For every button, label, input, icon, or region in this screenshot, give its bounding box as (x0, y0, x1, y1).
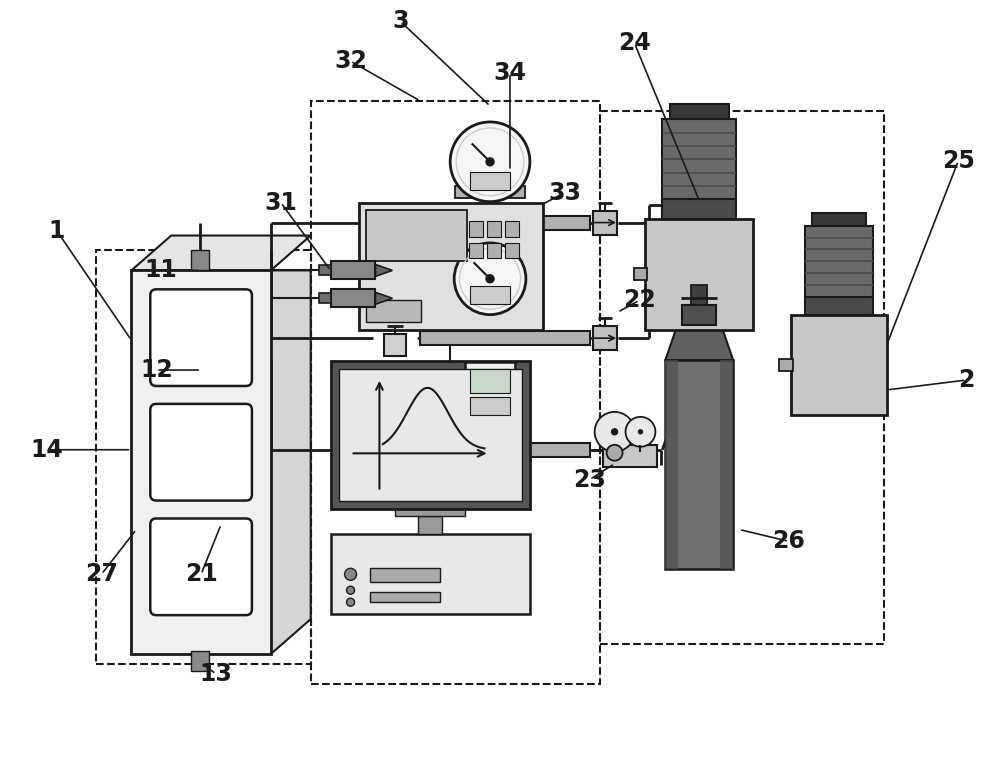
Text: 21: 21 (185, 562, 217, 586)
Bar (384, 220, 406, 242)
FancyBboxPatch shape (150, 518, 252, 615)
Bar (191, 251, 209, 271)
Bar (487, 242, 501, 258)
Bar (662, 119, 736, 198)
Bar (470, 286, 510, 304)
Text: 24: 24 (618, 31, 651, 55)
Bar (331, 261, 375, 280)
Text: 34: 34 (494, 61, 526, 85)
FancyBboxPatch shape (150, 290, 252, 386)
Bar (384, 334, 406, 356)
Text: 27: 27 (85, 562, 118, 586)
Bar (319, 293, 331, 303)
Circle shape (486, 275, 494, 283)
Bar (366, 300, 421, 322)
Bar (505, 220, 519, 236)
Bar (359, 203, 543, 330)
Text: 25: 25 (942, 149, 975, 173)
Circle shape (638, 430, 642, 434)
Text: 26: 26 (773, 530, 805, 553)
Bar (331, 534, 530, 614)
Bar (191, 651, 209, 671)
Bar (593, 211, 617, 235)
Bar (691, 285, 707, 306)
Text: 2: 2 (958, 368, 974, 392)
Bar (311, 101, 600, 684)
Bar (420, 443, 590, 457)
Bar (96, 251, 311, 664)
Circle shape (347, 586, 355, 594)
Bar (600, 111, 884, 644)
Bar (682, 306, 716, 325)
Bar (455, 420, 525, 428)
Bar (319, 265, 331, 275)
Bar (331, 290, 375, 307)
Bar (384, 447, 406, 469)
Bar (455, 185, 525, 198)
Bar (662, 198, 736, 219)
Bar (370, 568, 440, 582)
Text: 1: 1 (48, 219, 65, 242)
Text: 3: 3 (392, 9, 409, 33)
Polygon shape (375, 293, 392, 304)
Polygon shape (131, 236, 311, 271)
Bar (791, 315, 887, 415)
Text: 11: 11 (145, 258, 178, 283)
Bar (505, 242, 519, 258)
Bar (665, 360, 733, 569)
Text: 13: 13 (200, 662, 232, 686)
Circle shape (450, 122, 530, 201)
Text: 12: 12 (140, 358, 173, 382)
Bar (331, 361, 530, 508)
Circle shape (347, 598, 355, 606)
Bar (645, 219, 753, 330)
Circle shape (345, 568, 357, 581)
Circle shape (486, 158, 494, 166)
Bar (339, 369, 522, 501)
Bar (420, 216, 590, 230)
Circle shape (607, 445, 623, 461)
Text: 33: 33 (548, 181, 581, 204)
Bar (670, 104, 729, 119)
Polygon shape (665, 325, 733, 360)
Text: 22: 22 (623, 288, 656, 312)
Bar (131, 271, 271, 654)
Polygon shape (375, 264, 392, 277)
Text: 32: 32 (334, 49, 367, 73)
Bar (395, 508, 465, 517)
Bar (470, 397, 510, 415)
Circle shape (612, 429, 618, 435)
Circle shape (454, 243, 526, 315)
Bar (420, 331, 590, 345)
Bar (469, 242, 483, 258)
Bar (470, 369, 510, 393)
Bar (418, 517, 442, 534)
Text: 23: 23 (573, 467, 606, 492)
Bar (665, 360, 678, 569)
Bar (720, 360, 733, 569)
Bar (812, 213, 866, 226)
Circle shape (595, 412, 635, 451)
Text: 14: 14 (30, 438, 63, 462)
Bar (805, 226, 873, 297)
Circle shape (626, 417, 655, 447)
Bar (470, 172, 510, 190)
Bar (779, 359, 793, 371)
Bar (455, 300, 525, 312)
Bar (465, 362, 515, 420)
Bar (805, 297, 873, 315)
Bar (593, 326, 617, 350)
Bar (370, 592, 440, 602)
Bar (634, 268, 647, 280)
Bar (469, 220, 483, 236)
FancyBboxPatch shape (150, 404, 252, 501)
Text: 31: 31 (264, 191, 297, 214)
Bar (603, 445, 657, 467)
Polygon shape (271, 271, 311, 654)
Bar (487, 220, 501, 236)
Bar (366, 210, 467, 261)
